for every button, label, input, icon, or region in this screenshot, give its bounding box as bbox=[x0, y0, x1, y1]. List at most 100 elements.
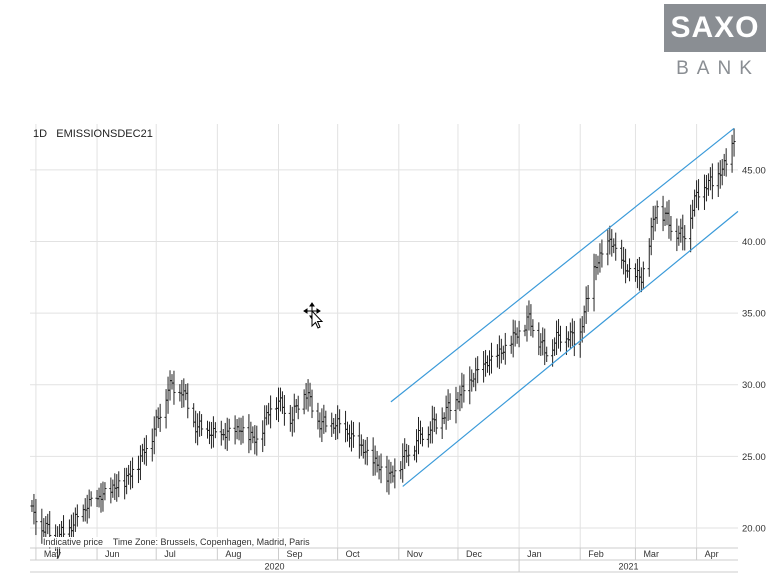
ohlc-bar bbox=[180, 379, 184, 408]
ohlc-bar bbox=[75, 504, 79, 527]
ohlc-bar bbox=[182, 378, 186, 408]
ohlc-bar bbox=[716, 162, 720, 197]
ohlc-bar bbox=[324, 410, 328, 433]
ohlc-bar bbox=[710, 163, 714, 200]
x-tick-label: Mar bbox=[643, 549, 659, 559]
ohlc-bar bbox=[310, 389, 314, 419]
ohlc-bar bbox=[653, 205, 657, 232]
ohlc-bar bbox=[186, 383, 190, 419]
x-tick-label: Dec bbox=[466, 549, 483, 559]
ohlc-bar bbox=[405, 443, 409, 463]
ohlc-bar bbox=[614, 232, 618, 261]
ohlc-bar bbox=[128, 460, 133, 490]
ohlc-bar bbox=[343, 410, 348, 443]
y-axis: 20.00 25.00 30.00 35.00 40.00 45.00 bbox=[742, 165, 766, 534]
ohlc-bar bbox=[338, 409, 342, 434]
grid-lines bbox=[30, 124, 738, 548]
ohlc-bar bbox=[470, 369, 474, 392]
saxo-logo: SAXO bbox=[664, 4, 766, 52]
ohlc-bar bbox=[403, 438, 407, 469]
ohlc-bar bbox=[517, 320, 521, 348]
ohlc-bar bbox=[164, 389, 168, 429]
ohlc-bar bbox=[718, 160, 722, 189]
ohlc-bar bbox=[706, 173, 711, 196]
ohlc-bar bbox=[379, 453, 383, 484]
ohlc-bar bbox=[460, 372, 464, 409]
ohlc-bar bbox=[623, 248, 628, 284]
chart-instrument: EMISSIONSDEC21 bbox=[56, 128, 153, 140]
ohlc-bar bbox=[81, 504, 85, 522]
ohlc-bar bbox=[584, 286, 588, 324]
ohlc-bar bbox=[290, 406, 294, 437]
ohlc-bar bbox=[237, 417, 241, 441]
ohlc-bar bbox=[598, 243, 602, 273]
ohlc-bar bbox=[552, 337, 557, 356]
ohlc-bar bbox=[322, 404, 326, 434]
ohlc-bar bbox=[513, 320, 517, 347]
ohlc-bar bbox=[612, 238, 616, 254]
ohlc-bar bbox=[525, 305, 529, 342]
ohlc-bar bbox=[497, 335, 501, 369]
ohlc-bar bbox=[308, 382, 312, 407]
ohlc-bar bbox=[46, 513, 50, 535]
ohlc-bar bbox=[32, 493, 36, 525]
ohlc-bar bbox=[543, 328, 547, 366]
ohlc-bar bbox=[661, 195, 665, 232]
ohlc-bar bbox=[679, 218, 683, 243]
ohlc-bar bbox=[373, 445, 377, 476]
ohlc-bar bbox=[608, 225, 612, 255]
ohlc-bar bbox=[123, 467, 127, 500]
ohlc-bar bbox=[198, 411, 202, 437]
ohlc-bar bbox=[541, 327, 545, 356]
ohlc-bar bbox=[399, 461, 403, 480]
ohlc-bar bbox=[527, 300, 531, 331]
ohlc-bar bbox=[474, 357, 478, 392]
ohlc-bar bbox=[111, 479, 115, 498]
y-tick-label: 40.00 bbox=[742, 237, 766, 248]
y-tick-label: 25.00 bbox=[742, 452, 766, 463]
ohlc-bar bbox=[531, 319, 535, 338]
ohlc-bar bbox=[434, 413, 438, 435]
x-tick-label: Aug bbox=[225, 549, 241, 559]
ohlc-bar bbox=[418, 420, 423, 445]
y-tick-label: 35.00 bbox=[742, 309, 766, 320]
ohlc-bar bbox=[385, 455, 389, 493]
ohlc-bar bbox=[633, 263, 638, 282]
ohlc-bar bbox=[306, 379, 310, 412]
ohlc-bar bbox=[158, 403, 162, 432]
ohlc-bar bbox=[347, 424, 352, 448]
ohlc-bar bbox=[702, 174, 707, 210]
x-tick-label: Nov bbox=[407, 549, 424, 559]
ohlc-bar bbox=[667, 199, 671, 239]
ohlc-bar bbox=[170, 374, 174, 390]
ohlc-bar bbox=[101, 481, 105, 512]
ohlc-bar bbox=[485, 355, 490, 373]
ohlc-bar bbox=[225, 417, 229, 451]
ohlc-bar bbox=[184, 383, 188, 401]
ohlc-bar bbox=[572, 320, 576, 357]
ohlc-bar bbox=[34, 498, 38, 536]
ohlc-bar bbox=[448, 393, 452, 420]
ohlc-bar bbox=[375, 450, 379, 473]
year-label: 2020 bbox=[265, 562, 285, 572]
ohlc-bar bbox=[113, 473, 117, 501]
ohlc-bar bbox=[539, 333, 543, 356]
ohlc-bar bbox=[130, 457, 135, 489]
ohlc-bar bbox=[468, 366, 472, 405]
ohlc-bar bbox=[515, 327, 519, 344]
ohlc-bar bbox=[140, 443, 145, 462]
ohlc-bar bbox=[556, 319, 561, 349]
ohlc-bar bbox=[732, 128, 736, 157]
ohlc-bar bbox=[152, 416, 156, 455]
ohlc-bar bbox=[320, 408, 324, 443]
ohlc-bar bbox=[420, 427, 425, 447]
ohlc-bar bbox=[456, 392, 460, 410]
ohlc-bar bbox=[125, 467, 129, 495]
ohlc-bar bbox=[401, 443, 405, 483]
ohlc-bar bbox=[694, 180, 699, 208]
ohlc-bar bbox=[276, 387, 281, 422]
ohlc-bar bbox=[138, 445, 143, 481]
ohlc-bar bbox=[511, 319, 515, 358]
ohlc-bar bbox=[487, 350, 492, 376]
x-tick-label: May bbox=[44, 549, 62, 559]
